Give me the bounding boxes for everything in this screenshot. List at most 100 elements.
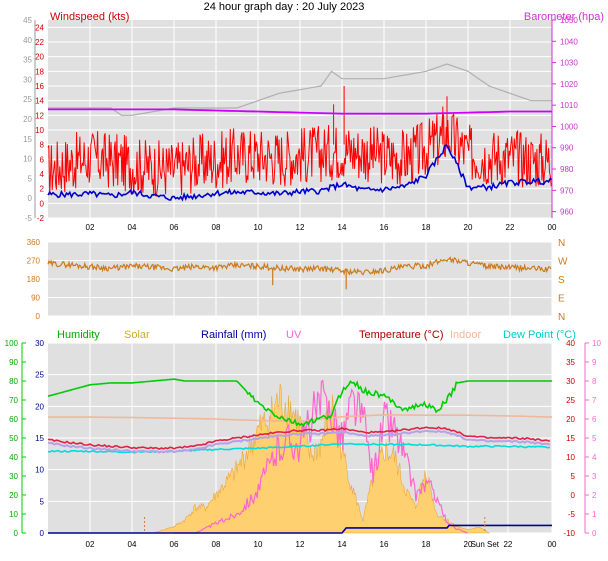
wind-outer-tick-label: 10 xyxy=(23,155,32,164)
uv-series-line xyxy=(174,379,468,534)
climate-x-tick-label: 12 xyxy=(296,540,305,549)
rain-tick-label: 20 xyxy=(35,402,44,411)
baro-tick-label: 1000 xyxy=(560,122,578,131)
wind-tick-label: 2 xyxy=(40,185,45,194)
compass-tick-label: N xyxy=(558,238,565,249)
humidity-tick-label: 50 xyxy=(9,434,18,443)
windspeed-series-line xyxy=(47,112,553,197)
wind-x-tick-label: 10 xyxy=(254,223,263,232)
indoor-series-line xyxy=(48,413,553,423)
climate-x-tick-label: 04 xyxy=(128,540,137,549)
wind-tick-label: 14 xyxy=(35,97,44,106)
indoor-legend: Indoor xyxy=(450,329,482,341)
rainfall-series-line xyxy=(48,524,552,534)
compass-tick-label: E xyxy=(558,294,565,305)
humidity-tick-label: 20 xyxy=(9,491,18,500)
climate-x-tick-label: 10 xyxy=(254,540,263,549)
wind-outer-tick-label: 0 xyxy=(28,194,33,203)
windspeed-axis-label: Windspeed (kts) xyxy=(50,11,129,23)
wind-tick-label: 18 xyxy=(35,67,44,76)
wind-x-tick-label: 18 xyxy=(422,223,431,232)
baro-tick-label: 1020 xyxy=(560,80,578,89)
wind-x-tick-label: 16 xyxy=(380,223,389,232)
solar-series-area xyxy=(152,383,491,534)
uv-tick-label: 1 xyxy=(592,510,597,519)
climate-x-tick-label: 16 xyxy=(380,540,389,549)
wind-panel-ticks: -2024681012141618202224-5051015202530354… xyxy=(23,16,578,232)
temperature-series-line xyxy=(47,426,551,450)
temperature-tick-label: -10 xyxy=(563,529,575,538)
gust-series-line xyxy=(48,63,552,116)
climate-x-tick-label: 20 xyxy=(464,540,473,549)
wind-outer-tick-label: 20 xyxy=(23,115,32,124)
wind-tick-label: -2 xyxy=(37,214,45,223)
climate-x-tick-label: 14 xyxy=(338,540,347,549)
wind-tick-label: 16 xyxy=(35,82,44,91)
temperature-tick-label: 25 xyxy=(566,396,575,405)
chart-title: 24 hour graph day : 20 July 2023 xyxy=(204,1,365,13)
rainfall-legend: Rainfall (mm) xyxy=(201,329,266,341)
wind-panel-series xyxy=(47,63,553,202)
direction-panel-series xyxy=(47,256,552,290)
humidity-tick-label: 0 xyxy=(14,529,19,538)
wind-x-tick-label: 08 xyxy=(212,223,221,232)
uv-tick-label: 3 xyxy=(592,472,597,481)
temperature-tick-label: 20 xyxy=(566,415,575,424)
wind-outer-tick-label: 45 xyxy=(23,16,32,25)
uv-tick-label: 6 xyxy=(592,415,597,424)
wind-x-tick-label: 00 xyxy=(548,223,557,232)
solar-legend: Solar xyxy=(124,329,150,341)
rain-tick-label: 25 xyxy=(35,371,44,380)
wind-outer-tick-label: 15 xyxy=(23,135,32,144)
temperature-legend: Temperature (°C) xyxy=(359,329,443,341)
uv-tick-label: 8 xyxy=(592,377,597,386)
humidity-legend: Humidity xyxy=(57,329,100,341)
humidity-tick-label: 30 xyxy=(9,472,18,481)
wind-outer-tick-label: 25 xyxy=(23,95,32,104)
rain-tick-label: 15 xyxy=(35,434,44,443)
temperature-tick-label: 35 xyxy=(566,358,575,367)
wind-x-tick-label: 12 xyxy=(296,223,305,232)
baro-tick-label: 1050 xyxy=(560,16,578,25)
uv-tick-label: 4 xyxy=(592,453,597,462)
temperature-tick-label: -5 xyxy=(568,510,576,519)
wind-tick-label: 10 xyxy=(35,126,44,135)
humidity-tick-label: 40 xyxy=(9,453,18,462)
baro-tick-label: 980 xyxy=(560,165,574,174)
direction-tick-label: 0 xyxy=(36,312,41,321)
wind-tick-label: 6 xyxy=(40,155,45,164)
rain-tick-label: 10 xyxy=(35,466,44,475)
climate-x-tick-label: 18 xyxy=(422,540,431,549)
compass-tick-label: S xyxy=(558,275,565,286)
wind-direction-series-line xyxy=(47,256,552,276)
average-wind-series-line xyxy=(47,144,553,202)
uv-tick-label: 7 xyxy=(592,396,597,405)
humidity-tick-label: 70 xyxy=(9,396,18,405)
temperature-tick-label: 15 xyxy=(566,434,575,443)
wind-tick-label: 0 xyxy=(40,199,45,208)
barometer-axis-label: Barometer (hpa) xyxy=(524,11,604,23)
temperature-tick-label: 10 xyxy=(566,453,575,462)
uv-tick-label: 5 xyxy=(592,434,597,443)
direction-tick-label: 360 xyxy=(27,238,41,247)
humidity-series-line xyxy=(47,378,552,428)
climate-x-tick-label: 06 xyxy=(170,540,179,549)
climate-x-tick-label: 02 xyxy=(86,540,95,549)
rain-tick-label: 5 xyxy=(40,497,45,506)
climate-x-tick-label: 22 xyxy=(503,540,512,549)
temperature-tick-label: 0 xyxy=(571,491,576,500)
baro-tick-label: 1030 xyxy=(560,59,578,68)
direction-tick-label: 180 xyxy=(27,275,41,284)
baro-tick-label: 960 xyxy=(560,208,574,217)
humidity-tick-label: 80 xyxy=(9,377,18,386)
wind-x-tick-label: 22 xyxy=(506,223,515,232)
wind-x-tick-label: 14 xyxy=(338,223,347,232)
climate-x-tick-label: Sun Set xyxy=(471,540,500,549)
temperature-tick-label: 5 xyxy=(571,472,576,481)
wind-tick-label: 8 xyxy=(40,141,45,150)
dewpoint-legend: Dew Point (°C) xyxy=(503,329,576,341)
uv-tick-label: 2 xyxy=(592,491,597,500)
rain-tick-label: 30 xyxy=(35,339,44,348)
